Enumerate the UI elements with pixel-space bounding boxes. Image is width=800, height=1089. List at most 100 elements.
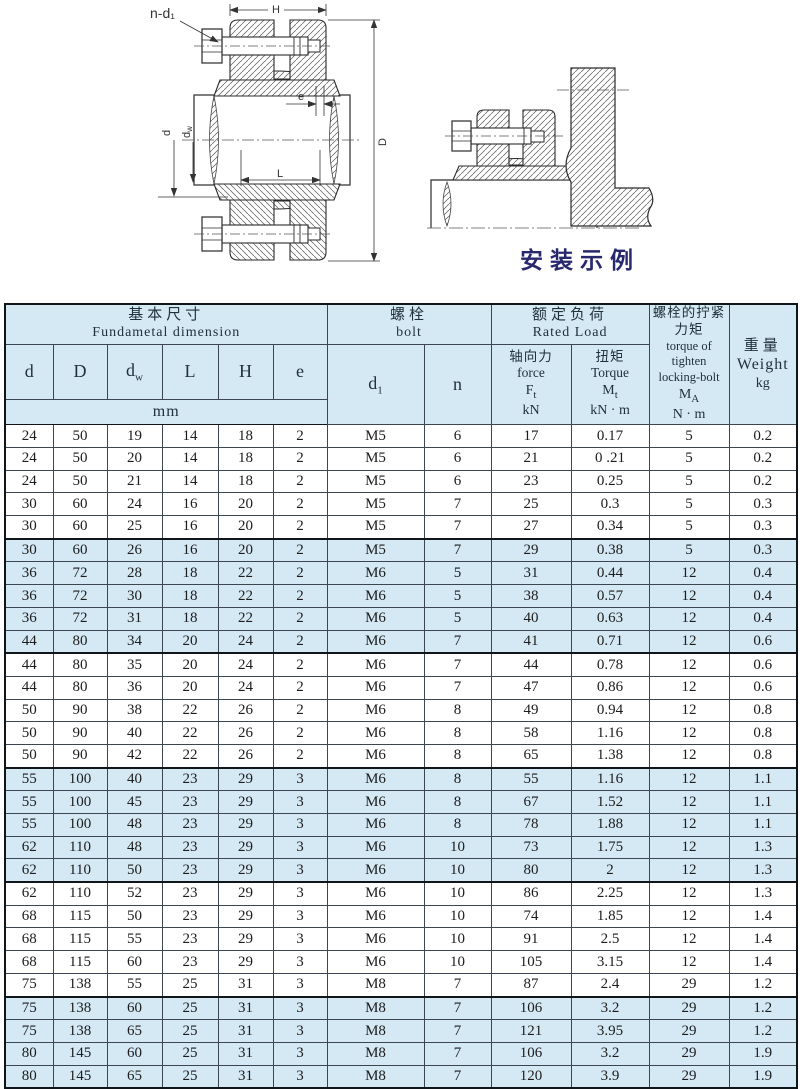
header-col-torque: 扭矩 Torque Mt kN · m	[570, 343, 650, 426]
table-cell: 0.6	[728, 675, 798, 700]
table-cell: 23	[490, 469, 572, 494]
table-cell: 24	[4, 424, 54, 449]
table-cell: 1.9	[728, 1041, 798, 1066]
table-cell: 12	[648, 767, 730, 792]
installation-caption: 安装示例	[520, 247, 640, 273]
table-cell: 3	[272, 972, 328, 998]
table-cell: 12	[648, 790, 730, 815]
table-cell: 0.2	[728, 447, 798, 471]
table-cell: 3.15	[570, 950, 650, 974]
table-cell: 67	[490, 790, 572, 815]
table-cell: 0.4	[728, 584, 798, 608]
table-cell: 7	[423, 652, 492, 677]
table-cell: 110	[52, 881, 108, 906]
install-housing-wall	[565, 67, 654, 227]
table-cell: 31	[106, 606, 163, 631]
table-cell: 138	[52, 1019, 108, 1043]
table-cell: 8	[423, 767, 492, 792]
table-cell: 1.2	[728, 972, 798, 998]
table-cell: 29	[648, 1041, 730, 1066]
table-cell: M6	[326, 881, 425, 906]
table-cell: M8	[326, 972, 425, 998]
table-cell: 23	[161, 927, 219, 952]
table-cell: 12	[648, 950, 730, 974]
dimension-D: D	[328, 19, 389, 262]
table-cell: 28	[106, 561, 163, 586]
table-cell: 2	[272, 606, 328, 631]
table-cell: 12	[648, 743, 730, 769]
table-cell: 6	[423, 469, 492, 494]
table-row: 24 50 20 14 18 2 M5 6 21 0 .21 5 0.2	[4, 447, 798, 471]
table-cell: 35	[106, 652, 163, 677]
table-cell: 31	[217, 996, 274, 1021]
table-cell: 1.1	[728, 767, 798, 792]
table-cell: 23	[161, 904, 219, 929]
table-cell: M6	[326, 790, 425, 815]
table-cell: 3.9	[570, 1064, 650, 1089]
table-row: 80 145 60 25 31 3 M8 7 106 3.2 29 1.9	[4, 1041, 798, 1066]
table-cell: 5	[648, 492, 730, 517]
table-cell: 18	[217, 469, 274, 494]
table-cell: 0.4	[728, 561, 798, 586]
label-d: d	[161, 130, 173, 136]
table-cell: 7	[423, 1019, 492, 1043]
table-cell: 2	[272, 469, 328, 494]
table-cell: 87	[490, 972, 572, 998]
table-cell: 1.16	[570, 767, 650, 792]
table-cell: 1.88	[570, 813, 650, 837]
table-cell: 1.52	[570, 790, 650, 815]
table-cell: 1.16	[570, 721, 650, 745]
table-cell: 7	[423, 629, 492, 655]
table-cell: 24	[4, 469, 54, 494]
table-cell: 23	[161, 790, 219, 815]
table-cell: 25	[490, 492, 572, 517]
table-cell: 18	[217, 424, 274, 449]
table-cell: 14	[161, 447, 219, 471]
table-cell: 0.3	[570, 492, 650, 517]
table-cell: 50	[106, 858, 163, 884]
table-cell: 60	[52, 492, 108, 517]
table-cell: 29	[648, 996, 730, 1021]
table-cell: 47	[490, 675, 572, 700]
table-cell: 1.4	[728, 904, 798, 929]
table-cell: 29	[217, 767, 274, 792]
table-cell: 0.6	[728, 629, 798, 655]
table-cell: 24	[4, 447, 54, 471]
table-cell: 1.38	[570, 743, 650, 769]
table-cell: 7	[423, 515, 492, 540]
table-cell: 27	[490, 515, 572, 540]
table-cell: 0.78	[570, 652, 650, 677]
technical-drawing-installation	[427, 67, 654, 229]
header-bolt: 螺栓 bolt	[326, 303, 492, 345]
table-cell: 8	[423, 743, 492, 769]
table-cell: 50	[52, 469, 108, 494]
table-cell: 0.63	[570, 606, 650, 631]
table-cell: 14	[161, 424, 219, 449]
table-cell: 52	[106, 881, 163, 906]
table-cell: 22	[161, 743, 219, 769]
table-cell: 7	[423, 538, 492, 563]
table-cell: 75	[4, 1019, 54, 1043]
table-row: 75 138 60 25 31 3 M8 7 106 3.2 29 1.2	[4, 996, 798, 1021]
header-force-en: force	[517, 365, 545, 381]
table-row: 62 110 48 23 29 3 M6 10 73 1.75 12 1.3	[4, 835, 798, 860]
table-cell: 1.85	[570, 904, 650, 929]
header-locking-en2: tighten	[671, 354, 707, 369]
table-row: 62 110 50 23 29 3 M6 10 80 2 12 1.3	[4, 858, 798, 884]
table-cell: 120	[490, 1064, 572, 1089]
table-cell: 3	[272, 927, 328, 952]
header-col-e: e	[272, 343, 328, 401]
table-row: 50 90 42 22 26 2 M6 8 65 1.38 12 0.8	[4, 743, 798, 769]
table-cell: 3	[272, 790, 328, 815]
table-cell: 12	[648, 927, 730, 952]
table-cell: 44	[4, 652, 54, 677]
table-cell: M6	[326, 743, 425, 769]
table-cell: 2.25	[570, 881, 650, 906]
label-L: L	[277, 168, 283, 180]
table-cell: 20	[217, 538, 274, 563]
table-cell: M6	[326, 904, 425, 929]
table-cell: 44	[490, 652, 572, 677]
table-cell: 2	[570, 858, 650, 884]
table-row: 24 50 19 14 18 2 M5 6 17 0.17 5 0.2	[4, 424, 798, 449]
table-cell: 38	[490, 584, 572, 608]
